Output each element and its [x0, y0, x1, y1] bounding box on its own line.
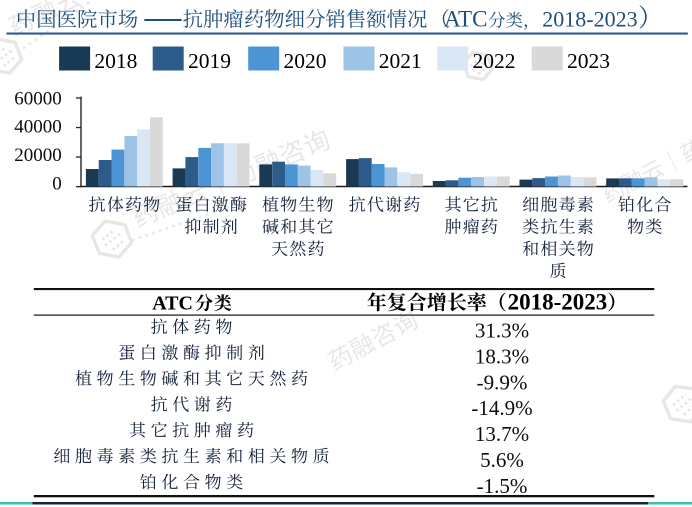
svg-text:40000: 40000 — [14, 117, 62, 138]
svg-text:2020: 2020 — [284, 49, 327, 73]
svg-text:5.6%: 5.6% — [480, 448, 524, 472]
svg-text:-9.9%: -9.9% — [477, 370, 528, 394]
svg-text:31.3%: 31.3% — [475, 319, 529, 343]
svg-text:18.3%: 18.3% — [475, 345, 529, 369]
svg-text:2023: 2023 — [567, 49, 610, 73]
svg-text:60000: 60000 — [14, 88, 62, 109]
svg-text:ATC: ATC — [152, 293, 193, 315]
svg-text:13.7%: 13.7% — [475, 422, 529, 446]
svg-text:2018-2023: 2018-2023 — [508, 290, 608, 315]
svg-text:2021: 2021 — [379, 49, 422, 73]
svg-text:2022: 2022 — [473, 49, 516, 73]
svg-text:ATC: ATC — [444, 6, 487, 31]
svg-text:2018-2023: 2018-2023 — [542, 6, 637, 31]
svg-text:2018: 2018 — [94, 49, 137, 73]
svg-text:2019: 2019 — [188, 49, 231, 73]
svg-text:0: 0 — [52, 174, 62, 195]
svg-text:-1.5%: -1.5% — [477, 474, 528, 498]
svg-text:-14.9%: -14.9% — [471, 396, 532, 420]
svg-text:20000: 20000 — [14, 145, 62, 166]
